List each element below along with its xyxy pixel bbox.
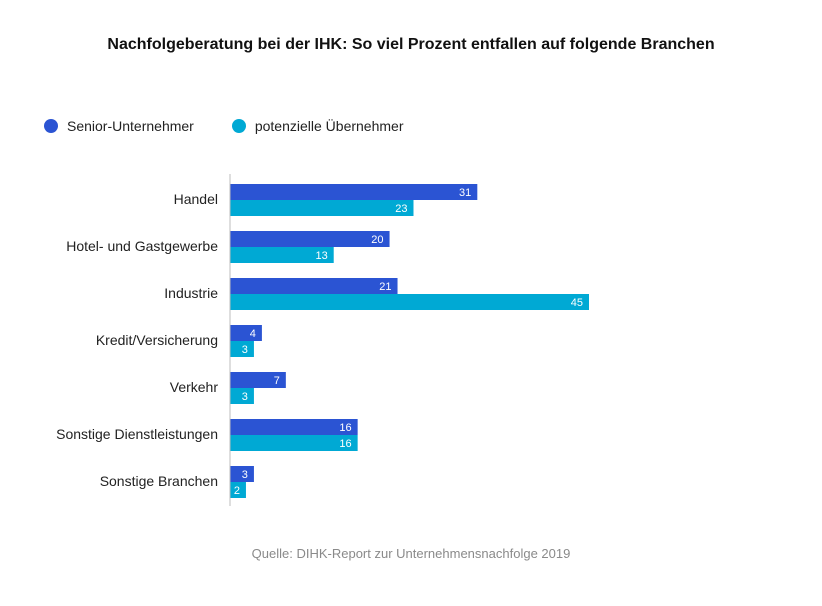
category-label: Industrie [164,285,218,301]
bar-senior [230,231,390,247]
value-label-potential: 3 [242,344,248,356]
bar-potential [230,341,254,357]
category-label: Kredit/Versicherung [96,332,218,348]
bar-senior [230,419,358,435]
value-label-senior: 16 [339,422,351,434]
legend-marker-potential [231,119,246,133]
chart-title: Nachfolgeberatung bei der IHK: So viel P… [107,36,715,53]
value-label-potential: 16 [339,438,351,450]
bar-senior [230,466,254,482]
category-label: Hotel- und Gastgewerbe [66,238,218,254]
value-label-senior: 4 [250,328,256,340]
value-label-potential: 23 [395,203,407,215]
category-label: Handel [174,191,218,207]
category-label: Sonstige Branchen [100,473,218,489]
bar-senior [230,184,478,200]
bar-senior [230,278,398,294]
legend-marker-senior [44,119,58,133]
legend-label-potential: potenzielle Übernehmer [254,118,404,134]
value-label-potential: 45 [571,297,583,309]
category-label: Verkehr [170,379,219,395]
legend-item-potential: potenzielle Übernehmer [231,118,404,134]
value-label-senior: 21 [379,281,391,293]
bar-senior [230,372,286,388]
legend-item-senior: Senior-Unternehmer [44,118,194,134]
bar-potential [230,388,254,404]
bar-potential [230,294,589,310]
value-label-senior: 31 [459,187,471,199]
value-label-potential: 2 [234,485,240,497]
value-label-senior: 20 [371,234,383,246]
category-label: Sonstige Dienstleistungen [56,426,218,442]
bar-senior [230,325,262,341]
value-label-senior: 3 [242,469,248,481]
value-label-potential: 13 [315,250,327,262]
legend-label-senior: Senior-Unternehmer [67,118,194,134]
value-label-senior: 7 [274,375,280,387]
value-label-potential: 3 [242,391,248,403]
bar-potential [230,482,246,498]
bar-potential [230,435,358,451]
legend: Senior-Unternehmer potenzielle Übernehme… [44,116,441,136]
bar-potential [230,200,414,216]
source-note: Quelle: DIHK-Report zur Unternehmensnach… [251,546,571,561]
bar-potential [230,247,334,263]
